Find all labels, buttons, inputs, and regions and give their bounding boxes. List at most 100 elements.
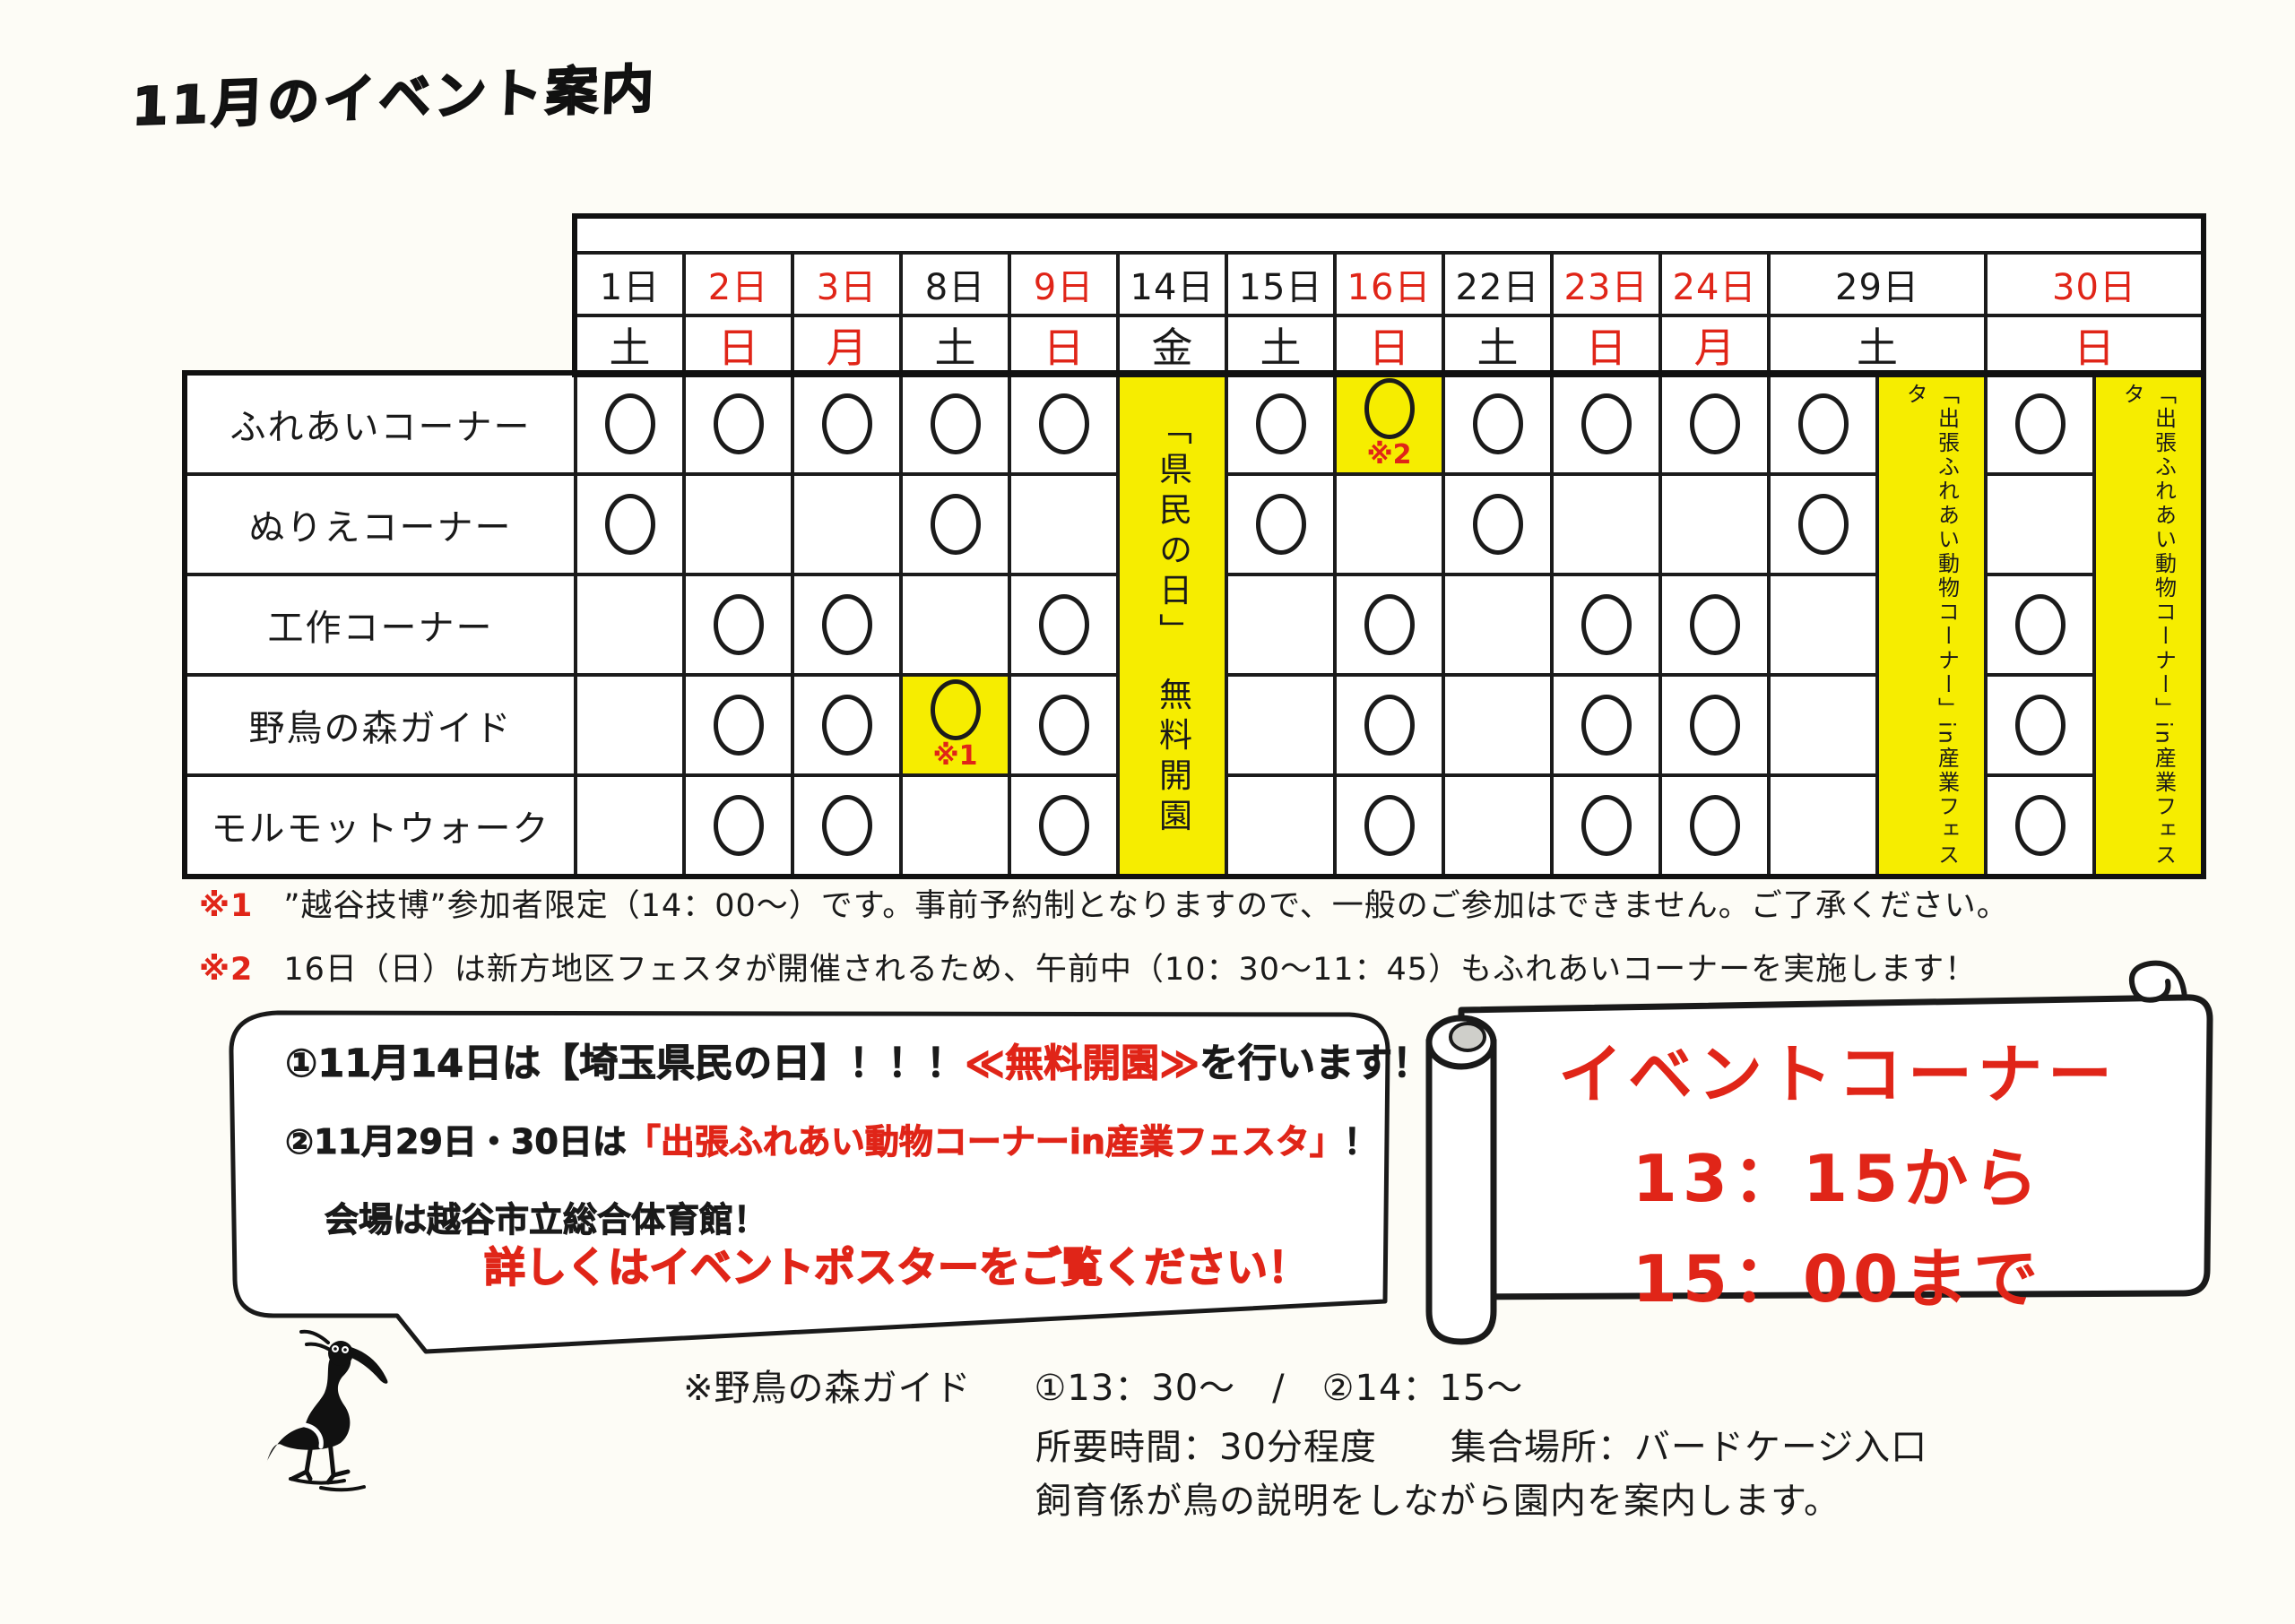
mark-cell (1226, 675, 1335, 775)
row-label: モルモットウォーク (186, 775, 576, 876)
mark-cell (792, 474, 901, 574)
mark-cell (684, 474, 792, 574)
header-strip (576, 217, 2203, 253)
mark-cell (1552, 775, 1660, 876)
date-header: 16日 (1335, 253, 1443, 315)
day-header: 月 (792, 315, 901, 374)
bubble-line-2: ②11月29日・30日は「出張ふれあい動物コーナーin産業フェスタ」！ (285, 1114, 1379, 1163)
day-header: 日 (1986, 315, 2203, 374)
mark-cell (684, 574, 792, 675)
circle-mark (1581, 695, 1632, 756)
mark-cell (1986, 474, 2094, 574)
mark-cell (1443, 574, 1552, 675)
mark-cell (576, 374, 684, 474)
day-header: 土 (1769, 315, 1986, 374)
mark-cell (1552, 675, 1660, 775)
circle-mark (2014, 795, 2066, 856)
date-header: 23日 (1552, 253, 1660, 315)
row-label: 工作コーナー (186, 574, 576, 675)
page-title: 11月のイベント案内 (130, 57, 659, 138)
circle-mark (2014, 393, 2066, 454)
bubble-line1-red: ≪無料開園≫ (965, 1041, 1200, 1087)
circle-mark (930, 678, 981, 740)
circle-mark (930, 494, 981, 555)
scroll-line-3: 15：00まで (1632, 1241, 2044, 1317)
circle-mark (2014, 695, 2066, 756)
footnote-1: ※1 ”越谷技博”参加者限定（14：00～）です。事前予約制となりますので、一般の… (199, 880, 2009, 926)
day-header: 日 (1552, 315, 1660, 374)
row-label: 野鳥の森ガイド (186, 675, 576, 775)
guide-times: ①13：30～ / ②14：15～ (1034, 1368, 1524, 1409)
date-header: 30日 (1986, 253, 2203, 315)
circle-mark (1797, 393, 1849, 454)
mark-cell (1009, 675, 1118, 775)
mark-cell (1335, 574, 1443, 675)
circle-mark (1038, 795, 1089, 856)
day-header: 土 (576, 315, 684, 374)
kenmin-day-banner: 「県民の日」 無料開園 (1118, 374, 1226, 876)
circle-mark (1797, 494, 1849, 555)
day-header: 月 (1660, 315, 1769, 374)
day-header: 日 (684, 315, 792, 374)
mark-cell (1335, 775, 1443, 876)
circle-mark (821, 695, 872, 756)
circle-mark (1581, 393, 1632, 454)
day-header: 土 (1443, 315, 1552, 374)
mark-cell (901, 374, 1009, 474)
mark-cell (684, 775, 792, 876)
date-header: 29日 (1769, 253, 1986, 315)
mark-cell (684, 675, 792, 775)
circle-mark (1689, 695, 1740, 756)
guide-label: ※野鳥の森ガイド (683, 1368, 972, 1409)
bubble-line2-red: 「出張ふれあい動物コーナーin産業フェスタ」 (626, 1122, 1344, 1162)
mark-cell (576, 474, 684, 574)
mark-cell (1986, 374, 2094, 474)
circle-mark (821, 393, 872, 454)
circle-mark (1689, 594, 1740, 655)
mark-cell (1443, 474, 1552, 574)
mark-cell (1335, 474, 1443, 574)
scroll-banner (1425, 960, 2213, 1345)
date-header: 1日 (576, 253, 684, 315)
guide-line-1: ※野鳥の森ガイド ①13：30～ / ②14：15～ (683, 1359, 1523, 1411)
row-label: ふれあいコーナー (186, 374, 576, 474)
mark-cell (576, 775, 684, 876)
mark-cell (1009, 574, 1118, 675)
circle-mark (713, 594, 764, 655)
date-header: 3日 (792, 253, 901, 315)
day-header: 土 (901, 315, 1009, 374)
date-header: 2日 (684, 253, 792, 315)
mark-cell (792, 775, 901, 876)
footnote-1-text: ”越谷技博”参加者限定（14：00～）です。事前予約制となりますので、一般のご参… (283, 888, 2009, 924)
circle-mark (1689, 795, 1740, 856)
mark-cell (1769, 474, 1877, 574)
date-header: 15日 (1226, 253, 1335, 315)
footnote-2: ※2 16日（日）は新方地区フェスタが開催されるため、午前中（10：30～11：4… (199, 944, 1977, 989)
mark-cell (1226, 374, 1335, 474)
mark-cell (1443, 374, 1552, 474)
circle-mark (930, 393, 981, 454)
mark-cell (684, 374, 792, 474)
circle-mark (1255, 393, 1306, 454)
day-header: 日 (1009, 315, 1118, 374)
mark-cell (1335, 675, 1443, 775)
circle-mark (1038, 393, 1089, 454)
mark-cell (1769, 675, 1877, 775)
circle-mark (1364, 795, 1415, 856)
mark-cell (1009, 474, 1118, 574)
speech-bubble (229, 1010, 1390, 1354)
footnote-2-mark: ※2 (199, 952, 254, 988)
mark-cell (1769, 574, 1877, 675)
circle-mark (1038, 594, 1089, 655)
circle-mark (713, 695, 764, 756)
row-label: ぬりえコーナー (186, 474, 576, 574)
circle-mark (1364, 377, 1415, 439)
mark-cell (1660, 374, 1769, 474)
event-calendar-table: 1日土 2日日 3日月 8日土 9日日 14日金 15日土 16日日 22日土 23日日 24日月 2… (182, 213, 2206, 879)
mark-cell (1443, 775, 1552, 876)
circle-mark (713, 393, 764, 454)
circle-mark (2014, 594, 2066, 655)
scroll-line-1: イベントコーナー (1557, 1037, 2117, 1112)
mark-cell (1552, 374, 1660, 474)
circle-mark (1472, 494, 1523, 555)
